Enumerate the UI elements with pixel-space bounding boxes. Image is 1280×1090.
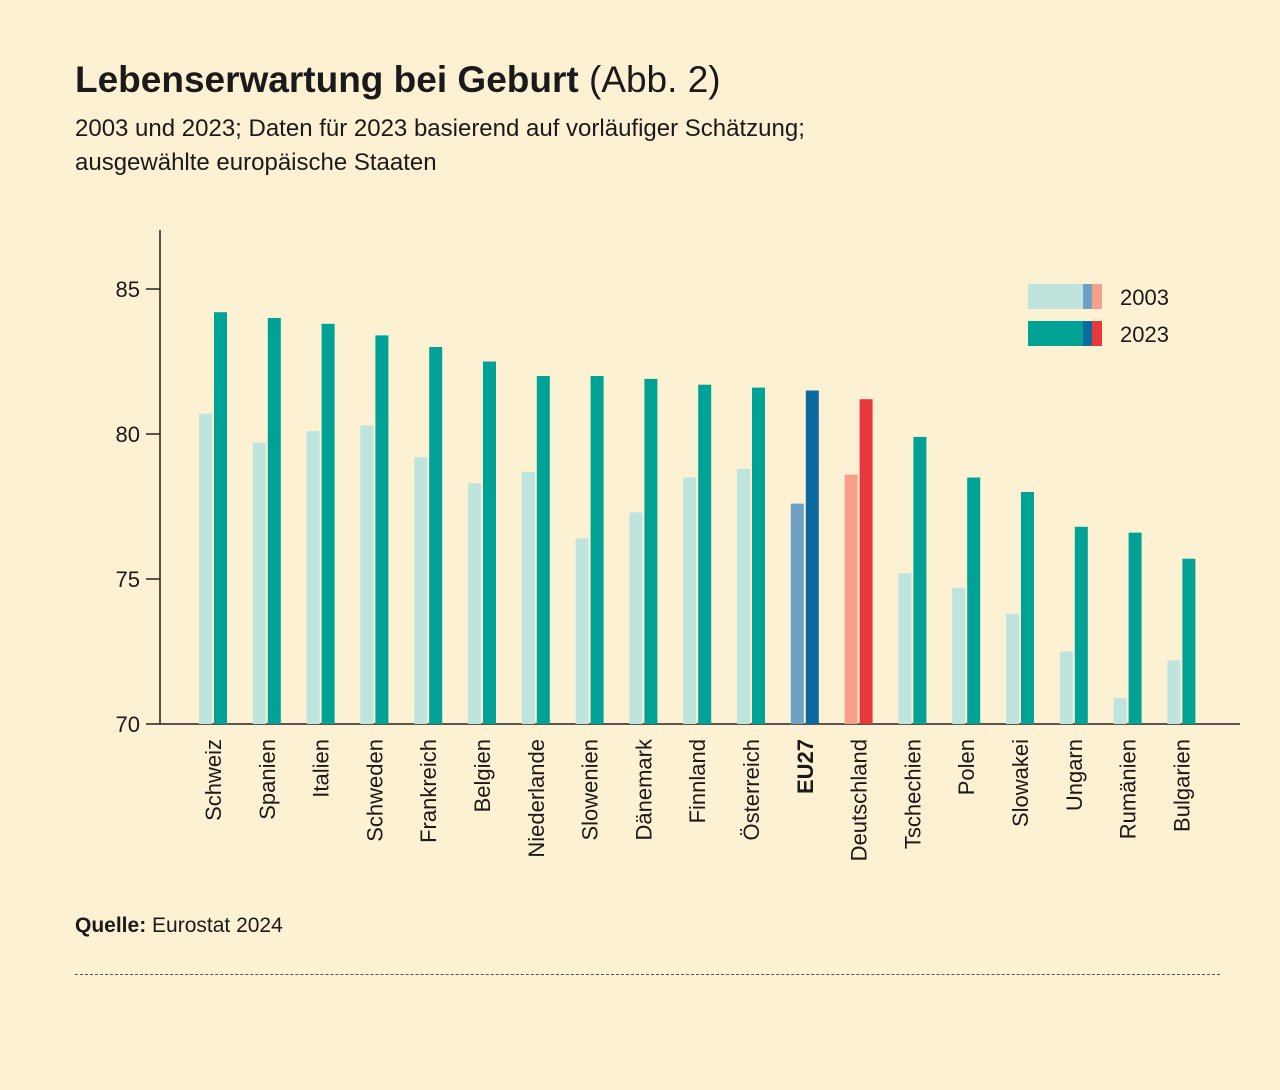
bar-2003-ungarn bbox=[1059, 651, 1073, 724]
source-label: Quelle: bbox=[75, 914, 147, 937]
x-tick-label: Bulgarien bbox=[1169, 739, 1194, 832]
bar-2023-dänemark bbox=[644, 378, 658, 724]
x-tick-label: Schweiz bbox=[201, 739, 226, 821]
source-note: Quelle: Eurostat 2024 bbox=[75, 914, 283, 938]
bar-2003-tschechien bbox=[898, 573, 912, 724]
legend-swatch-eu-2023 bbox=[1083, 321, 1092, 346]
x-tick-label: EU27 bbox=[793, 739, 818, 794]
legend-swatch-2023 bbox=[1028, 321, 1083, 346]
bar-2023-polen bbox=[967, 477, 981, 724]
bar-chart: 70 75 80 85 Schweiz Spanien Italien Schweden Fra… bbox=[116, 230, 1240, 861]
x-tick-label: Tschechien bbox=[900, 739, 925, 849]
bar-2023-schweden bbox=[375, 335, 389, 724]
bar-2003-österreich bbox=[737, 468, 750, 724]
x-tick-label: Niederlande bbox=[524, 739, 549, 858]
legend-label-2003: 2003 bbox=[1120, 285, 1169, 310]
bar-2023-ungarn bbox=[1074, 526, 1088, 724]
bar-2003-spanien bbox=[252, 442, 266, 724]
bar-2023-eu27 bbox=[805, 390, 819, 724]
bar-2023-österreich bbox=[752, 387, 765, 724]
bar-2023-slowenien bbox=[590, 376, 604, 724]
chart-subtitle: 2003 und 2023; Daten für 2023 basierend … bbox=[75, 112, 1075, 180]
bar-2023-deutschland bbox=[859, 399, 873, 724]
bar-2023-niederlande bbox=[536, 376, 550, 724]
x-tick-label: Dänemark bbox=[631, 738, 656, 840]
bar-2003-italien bbox=[306, 431, 320, 724]
x-tick-label: Österreich bbox=[739, 739, 764, 840]
bar-2023-frankreich bbox=[429, 347, 443, 724]
source-text: Eurostat 2024 bbox=[152, 914, 283, 937]
x-tick-label: Slowenien bbox=[578, 739, 603, 841]
x-tick-label: Frankreich bbox=[416, 739, 441, 843]
legend-label-2023: 2023 bbox=[1120, 322, 1169, 347]
subtitle-line-1: 2003 und 2023; Daten für 2023 basierend … bbox=[75, 115, 805, 142]
bar-2003-slowenien bbox=[575, 538, 589, 724]
subtitle-line-2: ausgewählte europäische Staaten bbox=[75, 149, 437, 176]
x-tick-label: Schweden bbox=[362, 739, 387, 842]
chart-title: Lebenserwartung bei Geburt (Abb. 2) bbox=[75, 58, 1225, 102]
y-tick-label: 75 bbox=[116, 567, 140, 592]
legend-swatch-de-2003 bbox=[1092, 284, 1102, 309]
x-tick-label: Rumänien bbox=[1116, 739, 1141, 839]
bar-2003-slowakei bbox=[1006, 613, 1019, 724]
bar-2003-finnland bbox=[683, 477, 697, 724]
bar-2023-spanien bbox=[267, 318, 281, 724]
bar-2023-schweiz bbox=[214, 312, 227, 724]
bar-2003-rumänien bbox=[1113, 697, 1127, 724]
bar-2023-bulgarien bbox=[1182, 558, 1196, 724]
bar-2003-deutschland bbox=[844, 474, 858, 724]
bar-2023-finnland bbox=[698, 384, 712, 724]
y-tick-label: 80 bbox=[116, 422, 140, 447]
title-text: Lebenserwartung bei Geburt bbox=[75, 59, 579, 100]
bar-2003-dänemark bbox=[629, 512, 643, 724]
x-tick-label: Ungarn bbox=[1062, 739, 1087, 811]
legend-swatch-2003 bbox=[1028, 284, 1083, 309]
bar-2003-bulgarien bbox=[1167, 660, 1181, 724]
legend-swatch-de-2023 bbox=[1092, 321, 1102, 346]
x-tick-label: Finnland bbox=[685, 739, 710, 823]
bar-2023-tschechien bbox=[913, 436, 927, 724]
bar-2023-belgien bbox=[483, 361, 496, 724]
y-tick-label: 70 bbox=[116, 712, 140, 737]
bar-2003-belgien bbox=[468, 483, 481, 724]
legend-swatch-eu-2003 bbox=[1083, 284, 1092, 309]
x-tick-label: Slowakei bbox=[1008, 739, 1033, 827]
bar-2003-niederlande bbox=[521, 471, 535, 724]
x-tick-label: Belgien bbox=[470, 739, 495, 812]
footer-divider bbox=[75, 974, 1220, 975]
x-tick-label: Deutschland bbox=[847, 739, 872, 861]
bar-2003-schweden bbox=[360, 425, 374, 724]
bar-2023-slowakei bbox=[1021, 492, 1034, 724]
bar-2023-italien bbox=[321, 323, 335, 724]
title-figure-number: (Abb. 2) bbox=[588, 59, 721, 100]
bar-2023-rumänien bbox=[1128, 532, 1142, 724]
x-tick-label: Polen bbox=[954, 739, 979, 795]
x-tick-label: Spanien bbox=[255, 739, 280, 820]
y-tick-label: 85 bbox=[116, 277, 140, 302]
bar-2003-schweiz bbox=[199, 413, 212, 724]
bar-2003-polen bbox=[952, 587, 966, 724]
x-tick-label: Italien bbox=[309, 739, 334, 798]
bar-2003-frankreich bbox=[414, 457, 428, 724]
bar-2003-eu27 bbox=[790, 503, 804, 724]
